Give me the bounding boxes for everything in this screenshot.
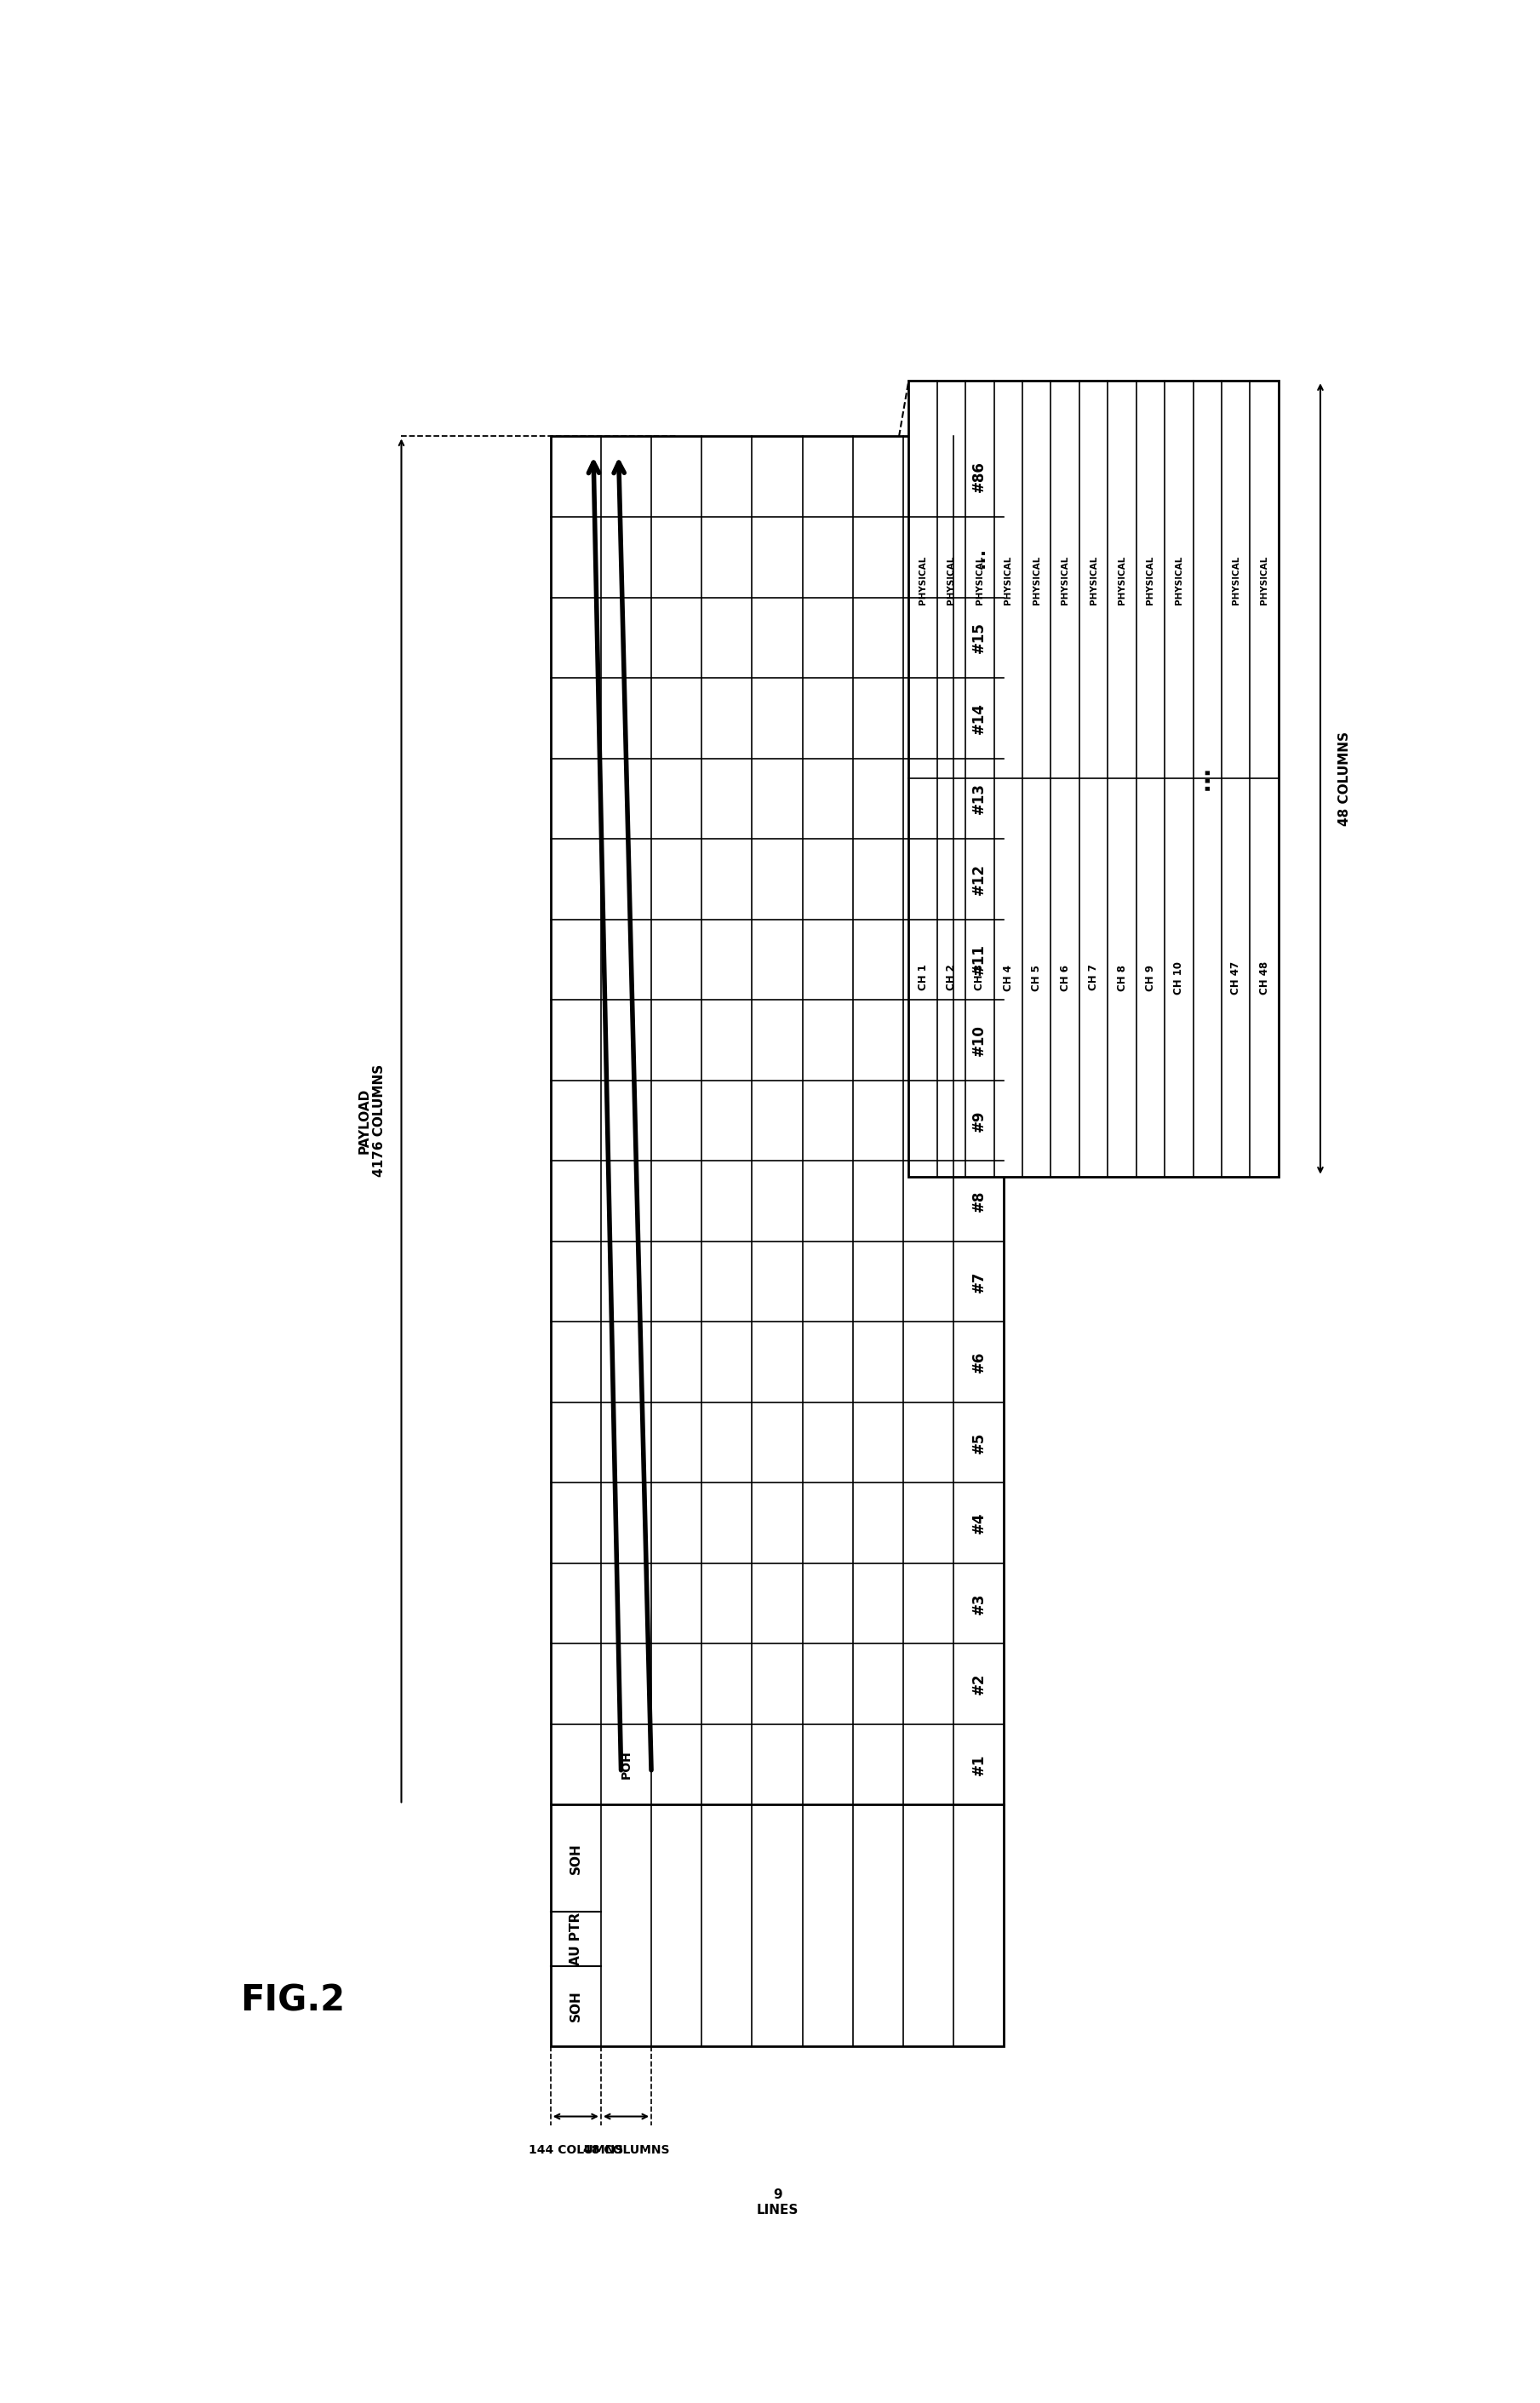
Text: CH 3: CH 3 [975,964,986,990]
Text: PHYSICAL: PHYSICAL [947,555,955,603]
Text: PHYSICAL: PHYSICAL [1260,555,1269,603]
Text: #11: #11 [972,944,987,976]
Text: #13: #13 [972,783,987,815]
Text: #9: #9 [972,1110,987,1132]
Text: PHYSICAL: PHYSICAL [1175,555,1183,603]
Text: ...: ... [970,545,987,567]
Text: #6: #6 [972,1350,987,1372]
Text: PHYSICAL: PHYSICAL [1004,555,1012,603]
Text: CH 10: CH 10 [1173,961,1184,995]
Text: #14: #14 [972,702,987,733]
Text: ⋯: ⋯ [1195,767,1220,791]
Text: #8: #8 [972,1189,987,1211]
Text: CH 1: CH 1 [918,964,929,990]
Text: #7: #7 [972,1271,987,1293]
Text: #2: #2 [972,1672,987,1694]
Text: FIG.2: FIG.2 [240,1982,345,2019]
Text: CH 48: CH 48 [1258,961,1270,995]
Text: CH 9: CH 9 [1144,964,1157,990]
Text: PHYSICAL: PHYSICAL [1118,555,1126,603]
Text: PAYLOAD
4176 COLUMNS: PAYLOAD 4176 COLUMNS [357,1065,385,1177]
Text: CH 4: CH 4 [1003,964,1013,990]
Text: PHYSICAL: PHYSICAL [918,555,927,603]
Text: #5: #5 [972,1432,987,1454]
Text: #4: #4 [972,1511,987,1533]
Text: CH 5: CH 5 [1032,964,1043,990]
Text: #12: #12 [972,863,987,894]
Text: #15: #15 [972,622,987,654]
Text: POH: POH [621,1749,631,1778]
Text: 48 COLUMNS: 48 COLUMNS [1338,731,1351,827]
Text: 48 COLUMNS: 48 COLUMNS [584,2143,670,2155]
Text: PHYSICAL: PHYSICAL [1232,555,1240,603]
Text: CH 8: CH 8 [1116,964,1127,990]
Text: 144 COLUMNS: 144 COLUMNS [528,2143,624,2155]
Text: PHYSICAL: PHYSICAL [1032,555,1041,603]
Text: CH 2: CH 2 [946,964,956,990]
Text: SOH: SOH [570,1990,582,2021]
Text: PHYSICAL: PHYSICAL [1089,555,1098,603]
Text: #1: #1 [972,1754,987,1776]
Text: PHYSICAL: PHYSICAL [1061,555,1069,603]
Text: CH 47: CH 47 [1230,961,1241,995]
Bar [551,437,1004,2047]
Text: #3: #3 [972,1593,987,1615]
Text: #86: #86 [972,461,987,493]
Text: AU PTR: AU PTR [570,1913,582,1966]
Text: #10: #10 [972,1024,987,1055]
Text: PHYSICAL: PHYSICAL [975,555,984,603]
Text: CH 7: CH 7 [1089,964,1100,990]
Text: 9
LINES: 9 LINES [756,2189,798,2216]
Text: PHYSICAL: PHYSICAL [1146,555,1155,603]
Bar [909,380,1278,1177]
Text: SOH: SOH [570,1843,582,1874]
Text: CH 6: CH 6 [1060,964,1070,990]
